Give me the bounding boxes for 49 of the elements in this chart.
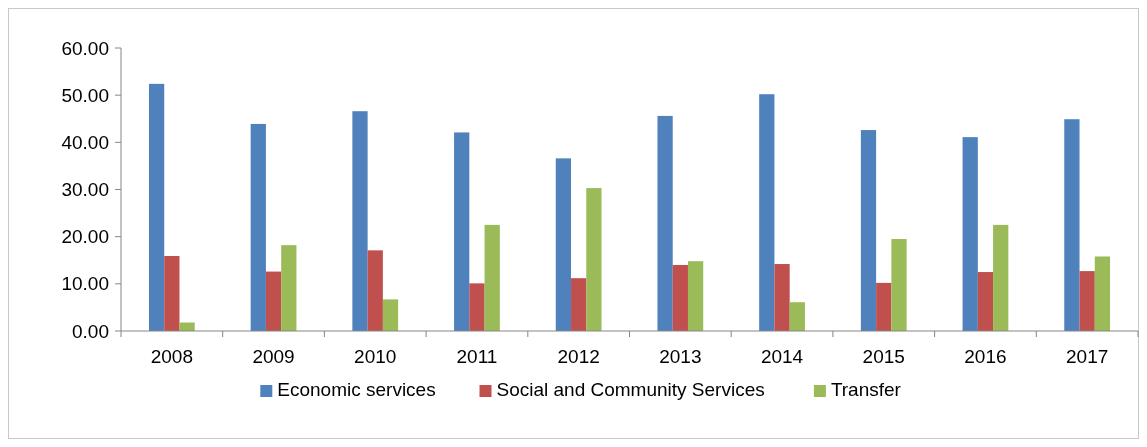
bar [672,264,688,331]
legend-label: Social and Community Services [496,379,765,400]
bar [352,111,368,331]
bar [454,132,470,331]
y-tick-label: 0.00 [72,320,109,342]
y-tick-label: 50.00 [61,84,109,106]
bar [367,250,383,331]
bar [1064,119,1080,331]
bar [860,130,877,331]
bar [657,115,673,331]
bar [148,83,165,331]
bar [1079,271,1095,331]
bar [555,158,572,331]
bar [876,282,892,331]
bar [469,283,485,331]
y-tick-label: 60.00 [61,37,109,59]
bar [774,264,790,331]
bar [265,271,282,331]
bar [1094,256,1111,331]
bar [484,224,500,331]
bar [759,94,775,331]
x-tick-label: 2011 [456,346,498,367]
legend-label: Economic services [277,379,436,400]
x-tick-label: 2017 [1066,346,1109,367]
x-tick-label: 2016 [964,346,1007,367]
x-tick-label: 2014 [760,346,804,367]
legend-label: Transfer [830,379,902,400]
bar [250,123,266,331]
y-tick-label: 30.00 [61,179,109,201]
x-tick-label: 2010 [354,346,397,367]
x-tick-label: 2009 [252,346,295,367]
bar [891,239,907,331]
bar [789,302,805,331]
bar [962,137,978,331]
bar [586,188,602,331]
bar [281,245,297,331]
x-tick-label: 2008 [150,346,193,367]
x-tick-label: 2015 [862,346,905,367]
x-tick-label: 2012 [557,346,600,367]
bar [977,272,994,331]
bar [164,256,180,331]
x-tick-label: 2013 [659,346,702,367]
bar [993,224,1009,331]
bar [687,261,704,331]
bar [382,299,399,331]
y-tick-label: 10.00 [61,273,109,295]
y-tick-label: 40.00 [61,131,109,153]
y-tick-label: 20.00 [61,226,109,248]
bar [571,278,587,331]
